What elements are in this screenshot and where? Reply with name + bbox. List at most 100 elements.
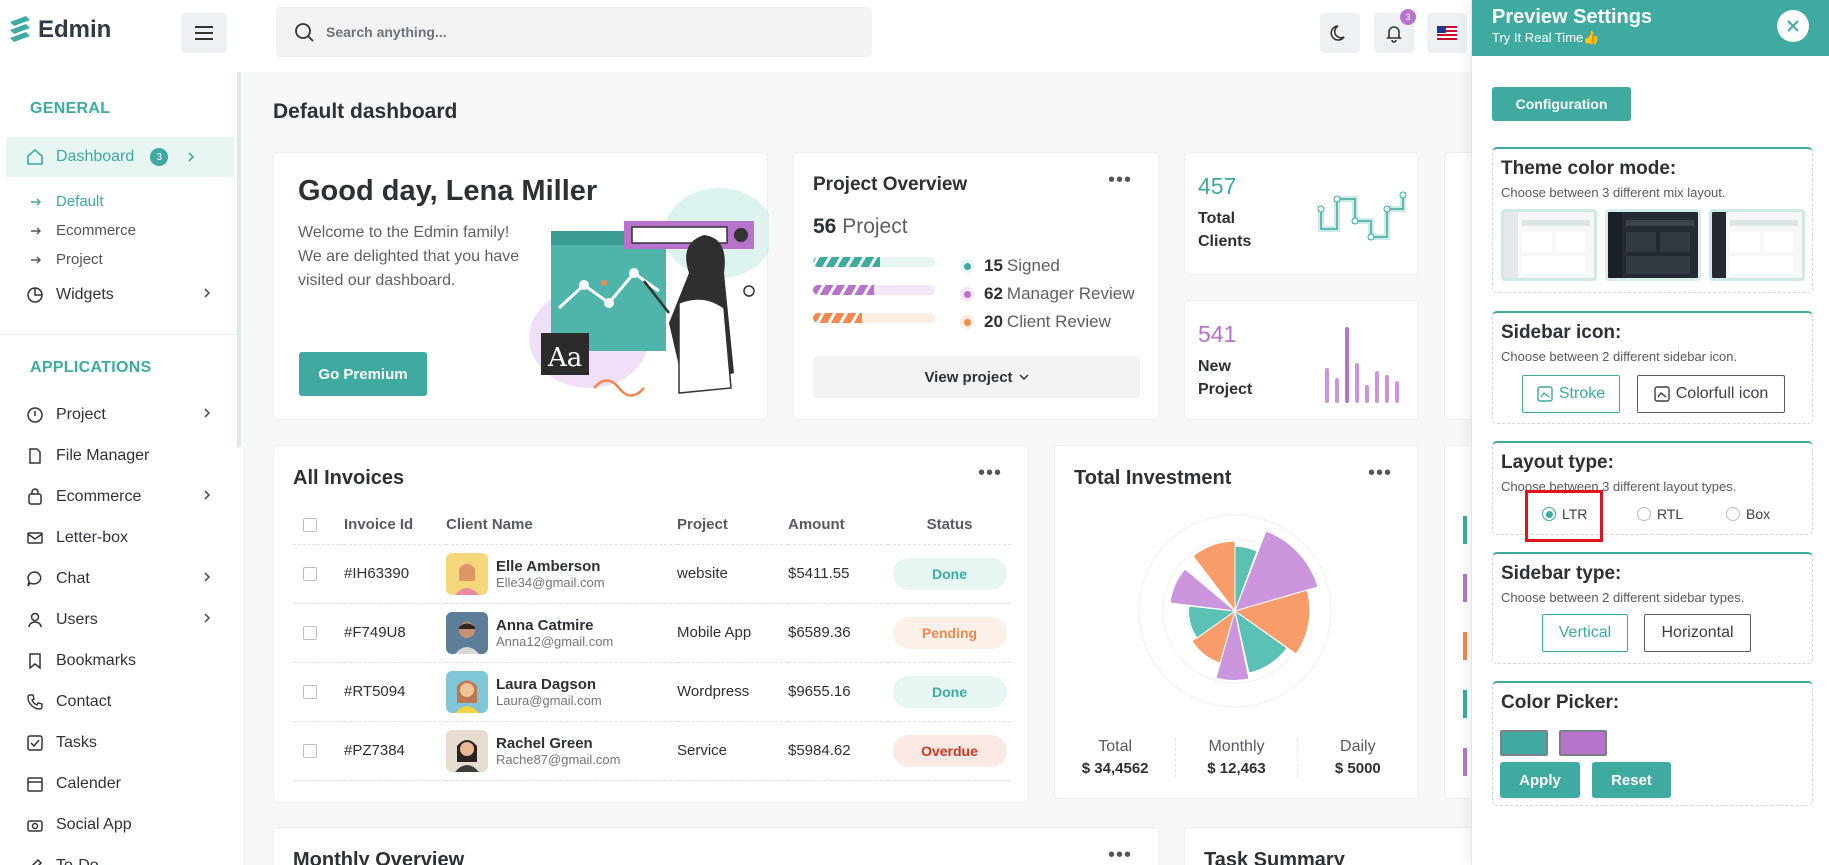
row-checkbox[interactable] bbox=[303, 685, 317, 700]
table-row: #RT5094 Laura Dagson Laura@gmail.com Word… bbox=[293, 662, 1011, 722]
sidebar-item-bookmarks[interactable]: Bookmarks bbox=[6, 641, 234, 681]
theme-mix-option[interactable] bbox=[1709, 209, 1805, 281]
invoice-id: #RT5094 bbox=[344, 662, 446, 722]
layout-rtl-radio[interactable]: RTL bbox=[1637, 506, 1683, 522]
column-header[interactable]: Client Name bbox=[446, 506, 677, 545]
preview-settings-panel: Preview Settings Try It Real Time👍 Confi… bbox=[1471, 0, 1829, 865]
sidebar-divider bbox=[0, 334, 237, 335]
chat-icon bbox=[27, 571, 42, 587]
manager-review-progress-bar bbox=[813, 285, 935, 295]
sidebar-sub-project[interactable]: Project bbox=[30, 251, 103, 268]
project-cell: website bbox=[677, 544, 788, 604]
column-header[interactable]: Status bbox=[888, 506, 1011, 545]
theme-color-section: Theme color mode: Choose between 3 diffe… bbox=[1492, 147, 1813, 293]
table-header-row: Invoice Id Client Name Project Amount St… bbox=[293, 506, 1011, 545]
sidebar-item-widgets[interactable]: Widgets bbox=[6, 275, 234, 315]
monthly-overview-card: Monthly Overview ••• bbox=[273, 827, 1159, 865]
primary-color-swatch[interactable] bbox=[1500, 730, 1548, 756]
welcome-text: Welcome to the Edmin family! We are deli… bbox=[298, 224, 520, 289]
menu-toggle-button[interactable] bbox=[181, 13, 227, 53]
logo[interactable]: Edmin bbox=[6, 14, 111, 46]
close-panel-button[interactable] bbox=[1777, 10, 1809, 42]
sidebar-item-contact[interactable]: Contact bbox=[6, 682, 234, 722]
row-checkbox[interactable] bbox=[303, 626, 317, 641]
stroke-icon-option[interactable]: Stroke bbox=[1522, 375, 1620, 413]
sidebar-item-letter-box[interactable]: Letter-box bbox=[6, 518, 234, 558]
invoices-card: All Invoices ••• Invoice Id Client Name … bbox=[273, 445, 1029, 803]
select-all-checkbox[interactable] bbox=[303, 518, 317, 533]
amount-cell: $6589.36 bbox=[788, 603, 888, 663]
investment-title: Total Investment bbox=[1074, 467, 1232, 489]
client-email: Anna12@gmail.com bbox=[496, 633, 614, 649]
row-checkbox[interactable] bbox=[303, 567, 317, 582]
layout-box-radio[interactable]: Box bbox=[1726, 506, 1770, 522]
colorful-icon-option[interactable]: Colorfull icon bbox=[1637, 375, 1785, 413]
sidebar-item-users[interactable]: Users bbox=[6, 600, 234, 640]
investment-monthly: Monthly $ 12,463 bbox=[1176, 738, 1298, 777]
row-checkbox[interactable] bbox=[303, 744, 317, 759]
sidebar-item-ecommerce[interactable]: Ecommerce bbox=[6, 477, 234, 517]
notification-button[interactable]: 3 bbox=[1374, 9, 1416, 53]
sidebar-type-section: Sidebar type: Choose between 2 different… bbox=[1492, 552, 1813, 664]
go-premium-button[interactable]: Go Premium bbox=[299, 352, 427, 396]
notification-badge: 3 bbox=[1400, 9, 1416, 25]
investment-daily: Daily $ 5000 bbox=[1334, 738, 1381, 777]
close-icon bbox=[1787, 20, 1799, 32]
sidebar-sub-ecommerce[interactable]: Ecommerce bbox=[30, 222, 136, 239]
sidebar-vertical-option[interactable]: Vertical bbox=[1542, 614, 1628, 652]
status-badge: Pending bbox=[892, 616, 1007, 649]
apply-button[interactable]: Apply bbox=[1500, 762, 1580, 798]
sidebar-item-label: Dashboard bbox=[56, 148, 135, 165]
dark-mode-button[interactable] bbox=[1320, 13, 1360, 53]
user-icon bbox=[28, 612, 42, 628]
status-badge: Overdue bbox=[892, 734, 1007, 767]
chevron-right-icon bbox=[204, 572, 211, 582]
theme-light-option[interactable] bbox=[1501, 209, 1597, 281]
sidebar-item-tasks[interactable]: Tasks bbox=[6, 723, 234, 763]
secondary-color-swatch[interactable] bbox=[1559, 730, 1607, 756]
client-review-progress-bar bbox=[813, 313, 935, 323]
reset-button[interactable]: Reset bbox=[1592, 762, 1671, 798]
task-summary-card: Task Summary bbox=[1184, 827, 1484, 865]
sidebar-sub-default[interactable]: Default bbox=[30, 193, 104, 210]
invoice-id: #PZ7384 bbox=[344, 721, 446, 781]
amount-cell: $5984.62 bbox=[788, 721, 888, 781]
view-project-button[interactable]: View project bbox=[813, 356, 1140, 398]
layout-ltr-radio[interactable]: LTR bbox=[1542, 506, 1587, 522]
home-icon bbox=[27, 148, 43, 165]
sidebar-item-file-manager[interactable]: File Manager bbox=[6, 436, 234, 476]
layout-type-section: Layout type: Choose between 3 different … bbox=[1492, 441, 1813, 535]
column-header[interactable]: Amount bbox=[788, 506, 888, 545]
amount-cell: $9655.16 bbox=[788, 662, 888, 722]
search-input[interactable] bbox=[326, 24, 846, 40]
welcome-title: Good day, Lena Miller bbox=[298, 175, 598, 207]
sidebar-item-to-do[interactable]: To-Do bbox=[6, 846, 234, 865]
more-menu-icon[interactable]: ••• bbox=[1107, 169, 1132, 191]
arrow-right-icon bbox=[31, 256, 41, 263]
client-email: Elle34@gmail.com bbox=[496, 574, 605, 590]
sidebar-item-dashboard[interactable]: Dashboard 3 bbox=[6, 137, 234, 177]
avatar bbox=[446, 552, 488, 595]
language-button[interactable] bbox=[1427, 13, 1467, 53]
file-icon bbox=[29, 448, 41, 464]
client-name: Rachel Green bbox=[496, 734, 593, 752]
sidebar-horizontal-option[interactable]: Horizontal bbox=[1644, 614, 1751, 652]
sidebar-item-social-app[interactable]: Social App bbox=[6, 805, 234, 845]
more-menu-icon[interactable]: ••• bbox=[1107, 844, 1132, 865]
column-header[interactable]: Invoice Id bbox=[344, 506, 446, 545]
column-header[interactable]: Project bbox=[677, 506, 788, 545]
new-project-label: New Project bbox=[1198, 358, 1253, 398]
sidebar-item-project[interactable]: Project bbox=[6, 395, 234, 435]
task-summary-title: Task Summary bbox=[1204, 849, 1345, 865]
sidebar-item-calender[interactable]: Calender bbox=[6, 764, 234, 804]
more-menu-icon[interactable]: ••• bbox=[977, 462, 1002, 484]
camera-icon bbox=[27, 820, 43, 832]
sidebar-item-chat[interactable]: Chat bbox=[6, 559, 234, 599]
sidebar-scrollbar[interactable] bbox=[237, 72, 241, 447]
more-menu-icon[interactable]: ••• bbox=[1367, 462, 1392, 484]
configuration-button[interactable]: Configuration bbox=[1492, 87, 1631, 121]
theme-dark-option[interactable] bbox=[1605, 209, 1701, 281]
investment-stats: Total $ 34,4562 Monthly $ 12,463 Daily $ 50… bbox=[1055, 738, 1418, 777]
logo-icon bbox=[10, 16, 30, 42]
chevron-right-icon bbox=[188, 152, 195, 162]
